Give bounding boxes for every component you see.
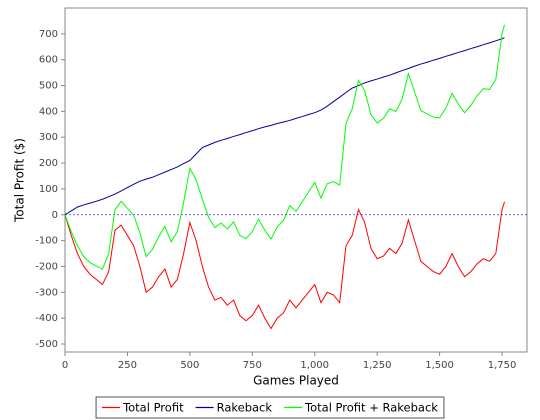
x-tick-label: 1,500 [425, 360, 454, 371]
y-tick-label: -200 [35, 261, 58, 272]
y-tick-label: -500 [35, 339, 58, 350]
x-tick-label: 1,750 [488, 360, 517, 371]
series-line [64, 201, 505, 330]
y-tick-label: -400 [35, 313, 58, 324]
series-line [64, 24, 506, 270]
y-tick-label: 400 [39, 106, 58, 117]
x-tick-label: 0 [62, 360, 68, 371]
y-tick-label: 100 [39, 184, 58, 195]
y-tick-label: 500 [39, 81, 58, 92]
legend: Total Profit Rakeback Total Profit + Rakeb… [95, 396, 445, 419]
x-tick-label: 250 [118, 360, 137, 371]
y-tick-label: 700 [39, 29, 58, 40]
x-tick-label: 500 [180, 360, 199, 371]
legend-box [95, 396, 445, 419]
legend-label: Rakeback [217, 401, 273, 415]
x-axis-title: Games Played [253, 374, 339, 388]
legend-label: Total Profit + Rakeback [304, 401, 438, 415]
y-tick-label: 200 [39, 158, 58, 169]
y-tick-label: 0 [52, 210, 58, 221]
y-tick-label: -300 [35, 287, 58, 298]
x-tick-label: 1,250 [363, 360, 392, 371]
y-tick-label: 300 [39, 132, 58, 143]
plot-area [64, 7, 528, 353]
y-tick-label: -100 [35, 236, 58, 247]
x-tick-label: 1,000 [300, 360, 329, 371]
x-tick-label: 750 [243, 360, 262, 371]
legend-label: Total Profit [122, 401, 184, 415]
y-tick-label: 600 [39, 55, 58, 66]
y-axis-title: Total Profit ($) [13, 138, 27, 223]
series-line [64, 37, 505, 216]
